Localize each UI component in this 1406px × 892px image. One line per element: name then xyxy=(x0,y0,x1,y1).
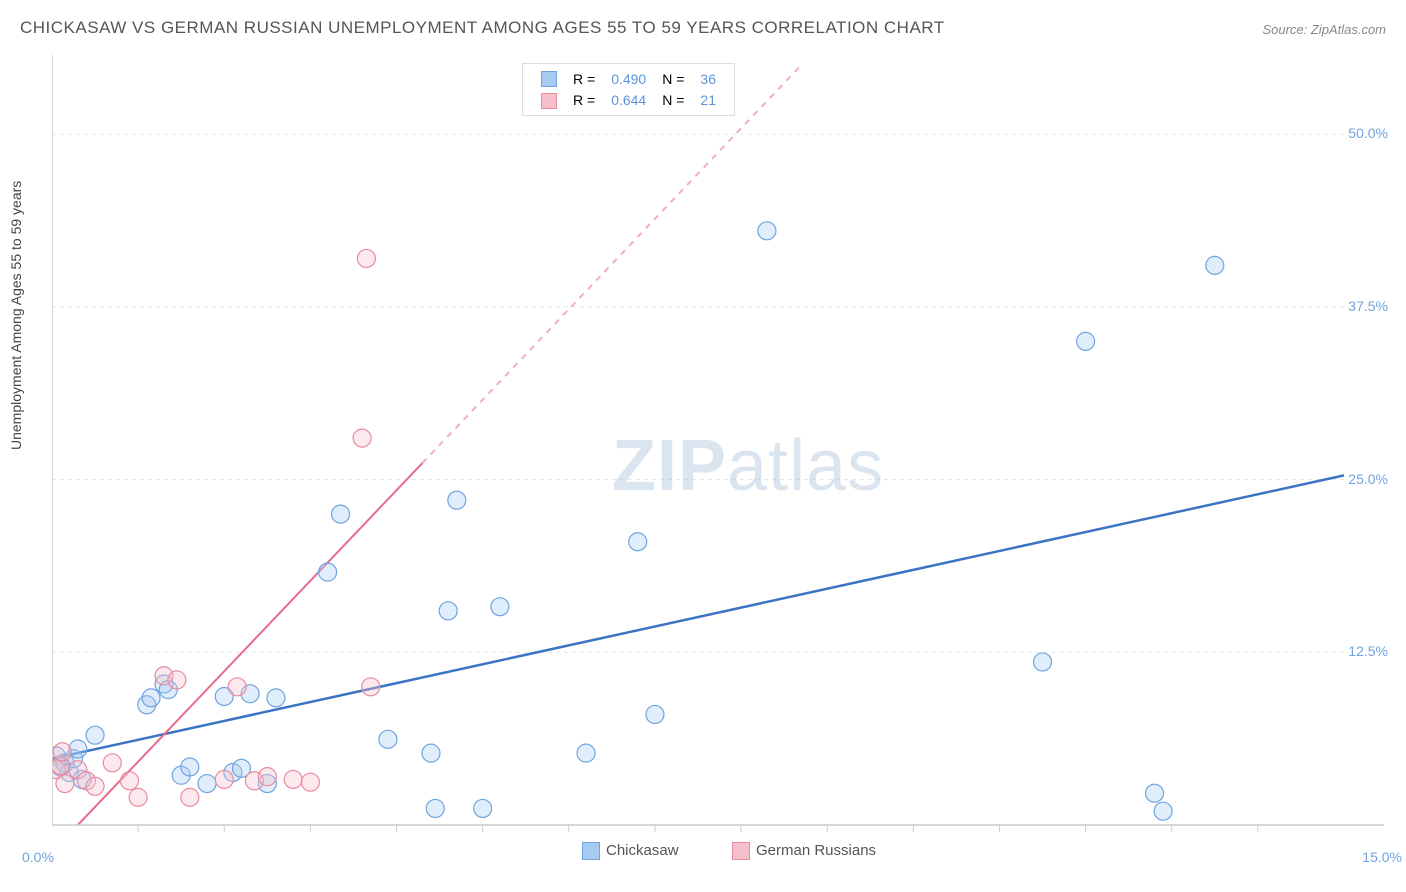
y-tick-label: 50.0% xyxy=(1348,125,1388,141)
stat-n-value: 21 xyxy=(692,89,724,110)
stat-n-value: 36 xyxy=(692,68,724,89)
legend-swatch xyxy=(582,842,600,860)
legend-label: Chickasaw xyxy=(606,842,679,859)
x-max-label: 15.0% xyxy=(1362,849,1402,865)
legend-item: Chickasaw xyxy=(582,842,679,860)
plot-area: ZIPatlas 12.5%25.0%37.5%50.0% 0.0% 15.0%… xyxy=(52,55,1392,855)
stat-r-value: 0.644 xyxy=(603,89,654,110)
chart-title: CHICKASAW VS GERMAN RUSSIAN UNEMPLOYMENT… xyxy=(20,18,945,38)
chart-source: Source: ZipAtlas.com xyxy=(1262,22,1386,37)
stat-n-label: N = xyxy=(654,89,692,110)
legend-swatch xyxy=(541,93,557,109)
stat-r-value: 0.490 xyxy=(603,68,654,89)
stat-r-label: R = xyxy=(565,89,603,110)
legend-swatch xyxy=(732,842,750,860)
legend-swatch xyxy=(541,71,557,87)
y-axis-label: Unemployment Among Ages 55 to 59 years xyxy=(8,181,24,450)
x-min-label: 0.0% xyxy=(22,849,54,865)
chart-svg xyxy=(52,55,1392,855)
y-tick-label: 12.5% xyxy=(1348,643,1388,659)
stat-n-label: N = xyxy=(654,68,692,89)
y-tick-label: 37.5% xyxy=(1348,298,1388,314)
correlation-chart: CHICKASAW VS GERMAN RUSSIAN UNEMPLOYMENT… xyxy=(0,0,1406,892)
legend-item: German Russians xyxy=(732,842,876,860)
y-tick-label: 25.0% xyxy=(1348,471,1388,487)
stat-r-label: R = xyxy=(565,68,603,89)
legend-label: German Russians xyxy=(756,842,876,859)
stats-legend: R =0.490N =36 R =0.644N =21 xyxy=(522,63,735,116)
